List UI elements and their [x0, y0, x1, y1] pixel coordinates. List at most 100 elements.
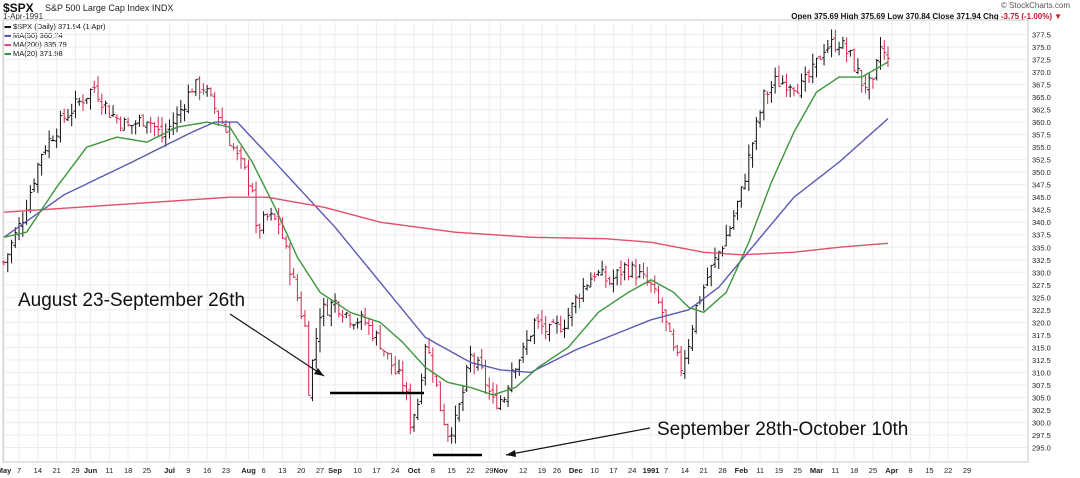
x-tick-label: 7: [664, 466, 668, 475]
low-value: 370.84: [905, 12, 931, 21]
x-tick-label: 26: [553, 466, 561, 475]
x-tick-label: 15: [447, 466, 455, 475]
y-tick-label: 352.5: [1032, 156, 1051, 165]
x-tick-label: 24: [628, 466, 636, 475]
x-tick-label: 25: [869, 466, 877, 475]
x-tick-label: 28: [718, 466, 726, 475]
plot-frame: [2, 19, 1029, 463]
high-value: 375.69: [860, 12, 886, 21]
x-tick-label: 25: [143, 466, 151, 475]
x-tick-label: 25: [794, 466, 802, 475]
down-triangle-icon: ▼: [1054, 12, 1062, 21]
ohlc-readout: Open 375.69 High 375.69 Low 370.84 Close…: [791, 12, 1052, 21]
chart-date: 1-Apr-1991: [3, 12, 44, 21]
y-tick-label: 365.0: [1032, 93, 1051, 102]
x-tick-label: 18: [124, 466, 132, 475]
x-tick-label: 14: [681, 466, 689, 475]
x-tick-label: 11: [756, 466, 764, 475]
y-tick-label: 295.0: [1032, 443, 1051, 452]
ma-line-ma20: [3, 61, 889, 396]
x-tick-label: 7: [17, 466, 21, 475]
y-tick-label: 297.5: [1032, 431, 1051, 440]
y-tick-label: 302.5: [1032, 406, 1051, 415]
x-tick-label: Jun: [84, 466, 98, 475]
x-tick-label: May: [0, 466, 12, 475]
x-tick-label: 6: [261, 466, 265, 475]
legend-swatch: [4, 53, 11, 56]
ma-line-ma200: [3, 196, 889, 256]
chg-label: Chg: [983, 12, 999, 21]
x-tick-label: 27: [316, 466, 324, 475]
grid-lines: [3, 22, 1028, 462]
ticker-symbol: $SPX: [3, 1, 34, 15]
y-tick-label: 362.5: [1032, 106, 1051, 115]
y-tick-label: 345.0: [1032, 193, 1051, 202]
y-tick-label: 372.5: [1032, 56, 1051, 65]
x-tick-label: 14: [34, 466, 42, 475]
y-tick-label: 355.0: [1032, 143, 1051, 152]
y-tick-label: 315.0: [1032, 343, 1051, 352]
x-tick-label: 17: [372, 466, 380, 475]
x-tick-label: Apr: [885, 466, 898, 475]
y-tick-label: 330.0: [1032, 268, 1051, 277]
y-tick-label: 305.0: [1032, 393, 1051, 402]
legend-swatch: [4, 35, 11, 38]
x-tick-label: 17: [609, 466, 617, 475]
y-tick-label: 350.0: [1032, 168, 1051, 177]
arrow-head-icon: [506, 450, 516, 457]
x-axis: May 7 14 21 29 Jun 11 18 25 Jul 9 16 23 Aug 6 13 20 27 Sep…: [0, 466, 971, 475]
x-tick-label: 18: [850, 466, 858, 475]
x-tick-label: Jul: [164, 466, 175, 475]
chart-header: $SPX S&P 500 Large Cap Index INDX 1-Apr-…: [0, 0, 1080, 21]
high-label: High: [840, 12, 859, 21]
x-tick-label: Dec: [569, 466, 583, 475]
close-label: Close: [932, 12, 955, 21]
x-tick-label: 29: [963, 466, 971, 475]
x-tick-label: 29: [485, 466, 493, 475]
x-tick-label: 15: [925, 466, 933, 475]
ma-line-ma50: [3, 118, 889, 374]
y-tick-label: 327.5: [1032, 281, 1051, 290]
x-tick-label: Nov: [493, 466, 508, 475]
x-tick-label: 1991: [643, 466, 660, 475]
x-tick-label: Aug: [241, 466, 256, 475]
x-tick-label: 9: [186, 466, 190, 475]
y-tick-label: 360.0: [1032, 118, 1051, 127]
moving-averages: [3, 61, 889, 396]
y-tick-label: 322.5: [1032, 306, 1051, 315]
legend-entry-price: $SPX (Daily) 371.94 (1 Apr): [4, 22, 106, 31]
x-tick-label: 10: [353, 466, 361, 475]
x-tick-label: 8: [431, 466, 435, 475]
y-tick-label: 300.0: [1032, 418, 1051, 427]
y-tick-label: 325.0: [1032, 293, 1051, 302]
open-value: 375.69: [813, 12, 839, 21]
annotation-right-text: September 28th-October 10th: [657, 419, 908, 440]
legend-entry-ma200: MA(200) 335.79: [4, 40, 106, 49]
y-tick-label: 317.5: [1032, 331, 1051, 340]
open-label: Open: [791, 12, 812, 21]
y-tick-label: 357.5: [1032, 131, 1051, 140]
x-tick-label: Feb: [735, 466, 749, 475]
x-tick-label: 21: [52, 466, 60, 475]
x-tick-label: 21: [700, 466, 708, 475]
y-axis: 295.0 297.5 300.0 302.5 305.0 307.5 310.0 312.5…: [1032, 31, 1051, 453]
arrow-head-icon: [314, 368, 324, 376]
low-label: Low: [887, 12, 904, 21]
y-tick-label: 370.0: [1032, 68, 1051, 77]
x-tick-label: 10: [590, 466, 598, 475]
y-tick-label: 377.5: [1032, 31, 1051, 40]
x-tick-label: 20: [297, 466, 305, 475]
x-tick-label: 22: [944, 466, 952, 475]
annotation-left-text: August 23-September 26th: [18, 290, 245, 311]
x-tick-label: 12: [519, 466, 527, 475]
x-tick-label: 19: [775, 466, 783, 475]
y-tick-label: 320.0: [1032, 318, 1051, 327]
legend-label: MA(200) 335.79: [13, 40, 67, 49]
legend-label: $SPX (Daily) 371.94 (1 Apr): [13, 22, 106, 31]
price-bars: [2, 29, 891, 444]
y-tick-label: 342.5: [1032, 206, 1051, 215]
x-tick-label: Mar: [810, 466, 823, 475]
x-tick-label: 13: [278, 466, 286, 475]
x-tick-label: 8: [908, 466, 912, 475]
y-tick-label: 337.5: [1032, 231, 1051, 240]
